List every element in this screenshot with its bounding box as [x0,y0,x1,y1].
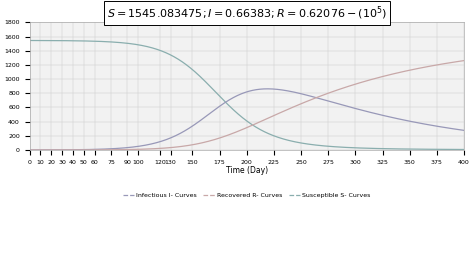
X-axis label: Time (Day): Time (Day) [226,166,268,175]
Legend: Infectious I- Curves, Recovered R- Curves, Susceptible S- Curves: Infectious I- Curves, Recovered R- Curve… [120,190,374,200]
Title: $S = 1545.083475; I = 0.66383; R= 0.62076 - (10^5)$: $S = 1545.083475; I = 0.66383; R= 0.6207… [107,4,387,22]
